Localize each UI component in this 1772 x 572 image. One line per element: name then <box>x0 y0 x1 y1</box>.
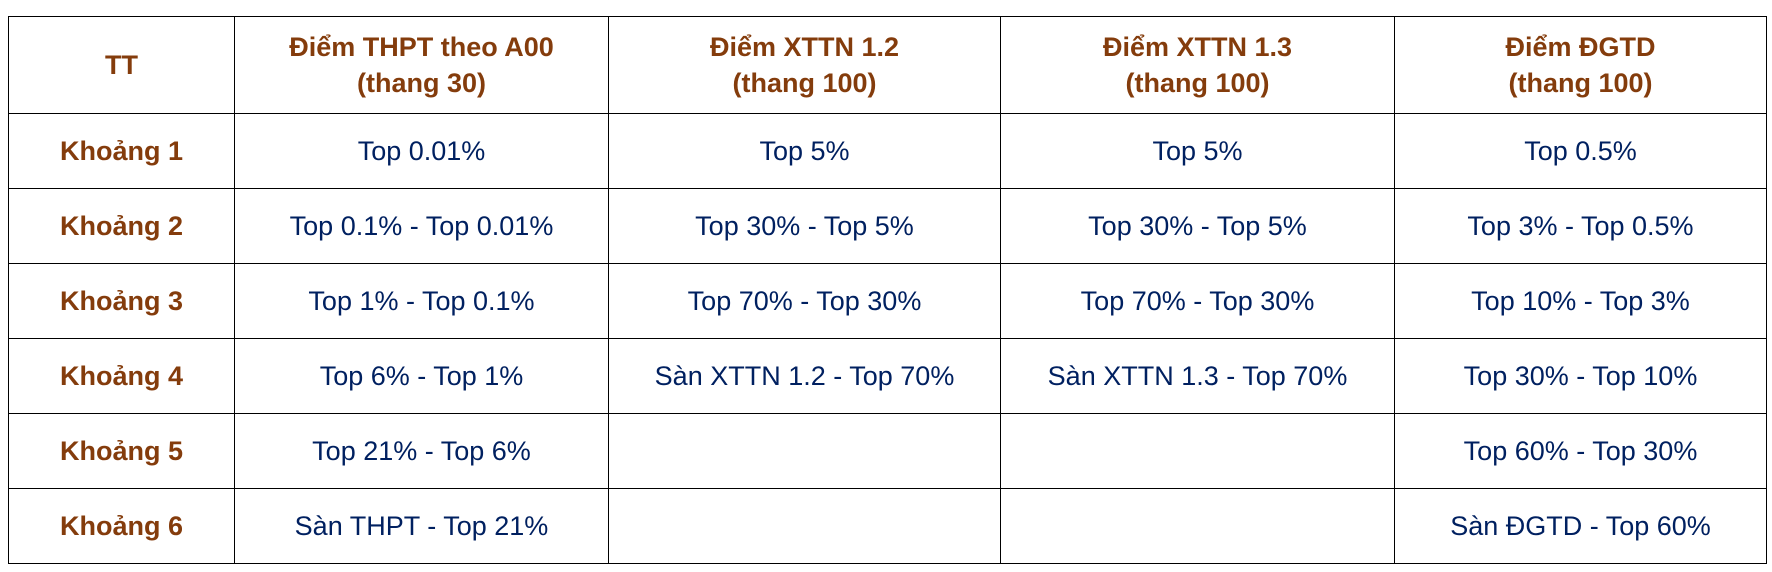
table-cell: Sàn XTTN 1.3 - Top 70% <box>1000 338 1395 414</box>
column-header-title: TT <box>105 50 138 80</box>
column-header-scale: (thang 30) <box>356 68 486 98</box>
table-row: Khoảng 4 Top 6% - Top 1% Sàn XTTN 1.2 - To… <box>8 338 1767 414</box>
table-cell: Top 70% - Top 30% <box>1000 263 1395 339</box>
table-cell: Top 10% - Top 3% <box>1394 263 1767 339</box>
table-row: Khoảng 6 Sàn THPT - Top 21% Sàn ĐGTD - Top… <box>8 488 1767 564</box>
table-cell: Top 60% - Top 30% <box>1394 413 1767 489</box>
column-header-title: Điểm ĐGTD <box>1505 32 1656 62</box>
column-header-scale: (thang 100) <box>1508 68 1653 98</box>
table-cell: Top 0.01% <box>234 113 609 189</box>
table-cell: Top 1% - Top 0.1% <box>234 263 609 339</box>
table-cell <box>1000 413 1395 489</box>
column-header-title: Điểm XTTN 1.2 <box>709 32 900 62</box>
column-header: Điểm XTTN 1.3 (thang 100) <box>1000 16 1395 114</box>
score-range-table: TT Điểm THPT theo A00 (thang 30) Điểm XTTN … <box>8 16 1767 564</box>
row-label: Khoảng 3 <box>8 263 235 339</box>
table-cell: Top 0.5% <box>1394 113 1767 189</box>
table-cell <box>1000 488 1395 564</box>
table-cell <box>608 413 1001 489</box>
table-row: Khoảng 2 Top 0.1% - Top 0.01% Top 30% - To… <box>8 188 1767 264</box>
table-cell: Sàn ĐGTD - Top 60% <box>1394 488 1767 564</box>
column-header: Điểm XTTN 1.2 (thang 100) <box>608 16 1001 114</box>
row-label: Khoảng 6 <box>8 488 235 564</box>
table-cell: Top 21% - Top 6% <box>234 413 609 489</box>
table-cell: Top 5% <box>608 113 1001 189</box>
table-cell: Top 70% - Top 30% <box>608 263 1001 339</box>
table-row: Khoảng 5 Top 21% - Top 6% Top 60% - Top 30… <box>8 413 1767 489</box>
column-header-scale: (thang 100) <box>1125 68 1270 98</box>
table-cell <box>608 488 1001 564</box>
column-header: TT <box>8 16 235 114</box>
table-row: Khoảng 3 Top 1% - Top 0.1% Top 70% - Top 3… <box>8 263 1767 339</box>
column-header-title: Điểm XTTN 1.3 <box>1102 32 1293 62</box>
table-cell: Top 3% - Top 0.5% <box>1394 188 1767 264</box>
table-cell: Top 0.1% - Top 0.01% <box>234 188 609 264</box>
column-header: Điểm ĐGTD (thang 100) <box>1394 16 1767 114</box>
table-cell: Top 6% - Top 1% <box>234 338 609 414</box>
header-row: TT Điểm THPT theo A00 (thang 30) Điểm XTTN … <box>8 16 1767 114</box>
table-cell: Top 30% - Top 5% <box>608 188 1001 264</box>
table-cell: Top 5% <box>1000 113 1395 189</box>
table-cell: Top 30% - Top 10% <box>1394 338 1767 414</box>
column-header-scale: (thang 100) <box>732 68 877 98</box>
row-label: Khoảng 4 <box>8 338 235 414</box>
column-header-title: Điểm THPT theo A00 <box>289 32 554 62</box>
row-label: Khoảng 1 <box>8 113 235 189</box>
table-row: Khoảng 1 Top 0.01% Top 5% Top 5% Top 0.5% <box>8 113 1767 189</box>
row-label: Khoảng 5 <box>8 413 235 489</box>
table-cell: Sàn THPT - Top 21% <box>234 488 609 564</box>
table-cell: Top 30% - Top 5% <box>1000 188 1395 264</box>
column-header: Điểm THPT theo A00 (thang 30) <box>234 16 609 114</box>
table-cell: Sàn XTTN 1.2 - Top 70% <box>608 338 1001 414</box>
row-label: Khoảng 2 <box>8 188 235 264</box>
